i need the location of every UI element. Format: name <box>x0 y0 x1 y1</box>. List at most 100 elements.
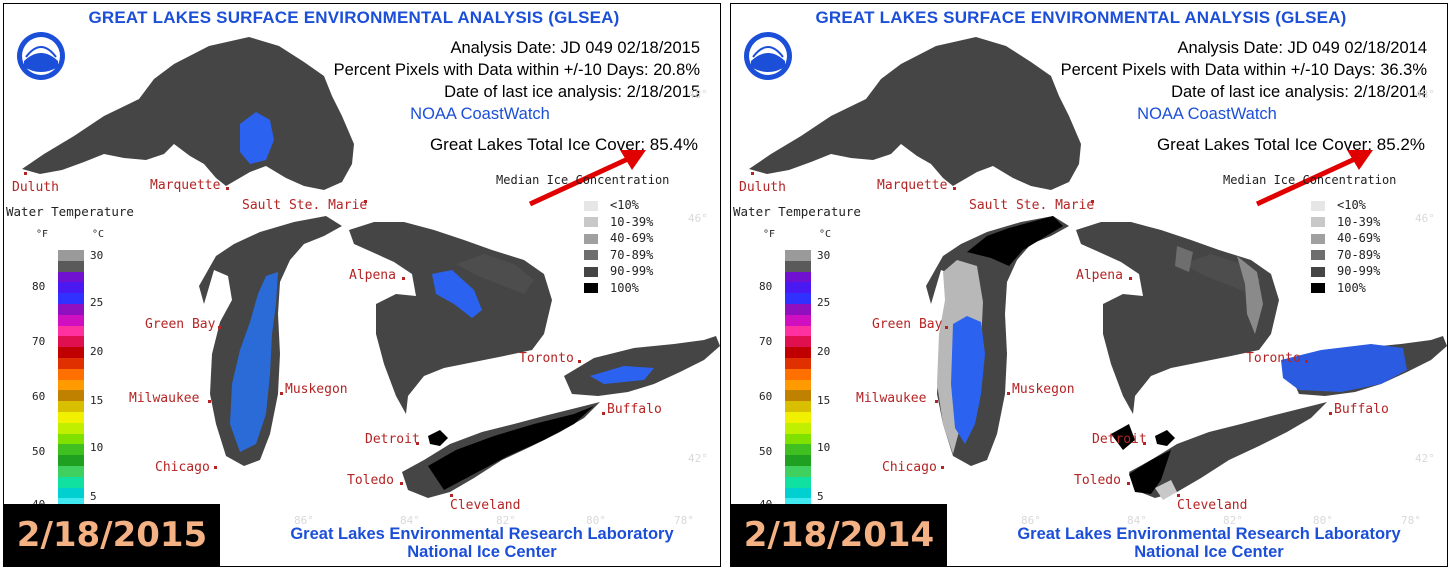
scale-block <box>58 433 84 445</box>
lake-st-clair <box>428 430 448 446</box>
scale-block <box>58 260 84 272</box>
legend-label: 100% <box>610 280 639 295</box>
legend-swatch <box>1311 266 1325 277</box>
scale-block <box>785 314 811 326</box>
legend-row: 100% <box>1311 281 1366 296</box>
grid-label-lat42: 42° <box>1415 452 1435 465</box>
water-temperature-scale <box>785 250 811 510</box>
scale-block <box>785 347 811 358</box>
legend-label: 10-39% <box>1337 214 1381 229</box>
city-markers <box>751 172 1332 497</box>
georgian-bay <box>456 254 534 294</box>
city-label-cleveland: Cleveland <box>1177 498 1248 513</box>
city-label-alpena: Alpena <box>1076 268 1123 283</box>
grid-label-lon86: 86° <box>294 514 314 527</box>
water-temperature-title: Water Temperature <box>733 204 861 219</box>
ice-region-1 <box>240 112 274 164</box>
lake-superior <box>22 37 354 190</box>
tick-c: 5 <box>817 490 824 503</box>
grid-label-lon86: 86° <box>1021 514 1041 527</box>
city-label-sault: Sault Ste. Marie <box>242 198 368 213</box>
ice-region-1 <box>967 216 1063 266</box>
scale-block <box>785 293 811 304</box>
city-label-buffalo: Buffalo <box>1334 402 1389 417</box>
tick-c: 30 <box>817 249 831 262</box>
tick-c: 25 <box>90 296 104 309</box>
analysis-info: Analysis Date: JD 049 02/18/2015 Percent… <box>334 37 700 125</box>
ice-region-8 <box>1175 246 1193 272</box>
city-label-toledo: Toledo <box>347 473 394 488</box>
scale-block <box>58 250 84 261</box>
legend-title: Median Ice Concentration <box>496 173 670 187</box>
tick-f: 70 <box>32 335 46 348</box>
scale-block <box>58 487 84 499</box>
footer-line2: National Ice Center <box>1134 543 1284 561</box>
glsea-map-panel-1: GREAT LAKES SURFACE ENVIRONMENTAL ANALYS… <box>3 3 721 567</box>
legend-row: 90-99% <box>1311 264 1380 279</box>
footer-credits: Great Lakes Environmental Research Labor… <box>989 525 1429 561</box>
tick-f: 50 <box>759 445 773 458</box>
tick-c: 20 <box>817 345 831 358</box>
city-label-buffalo: Buffalo <box>607 402 662 417</box>
city-label-green-bay: Green Bay <box>872 317 943 332</box>
city-label-green-bay: Green Bay <box>145 317 216 332</box>
legend-title: Median Ice Concentration <box>1223 173 1397 187</box>
legend-label: 70-89% <box>1337 247 1381 262</box>
scale-block <box>58 455 84 466</box>
city-label-muskegon: Muskegon <box>1012 382 1075 397</box>
scale-block <box>58 314 84 326</box>
legend-label: <10% <box>610 198 639 212</box>
scale-block <box>785 390 811 402</box>
legend-swatch <box>1311 200 1325 211</box>
legend-row: <10% <box>584 198 639 213</box>
analysis-info: Analysis Date: JD 049 02/18/2014 Percent… <box>1061 37 1427 125</box>
lake-superior <box>749 37 1081 190</box>
footer-line1: Great Lakes Environmental Research Labor… <box>290 525 674 543</box>
scale-block <box>58 444 84 456</box>
footer-line1: Great Lakes Environmental Research Labor… <box>1017 525 1401 543</box>
unit-f: °F <box>763 229 776 240</box>
scale-block <box>58 498 84 510</box>
city-label-detroit: Detroit <box>1092 432 1147 447</box>
legend-label: 10-39% <box>610 214 654 229</box>
grid-label-lon78: 78° <box>674 514 694 527</box>
scale-block <box>785 433 811 445</box>
city-label-milwaukee: Milwaukee <box>856 391 927 406</box>
scale-block <box>785 368 811 380</box>
legend-row: 10-39% <box>584 215 653 230</box>
scale-block <box>785 401 811 412</box>
scale-block <box>58 303 84 315</box>
city-label-detroit: Detroit <box>365 432 420 447</box>
noaa-logo-icon <box>744 32 792 80</box>
noaa-logo-icon <box>17 32 65 80</box>
scale-block <box>58 282 84 294</box>
lake-st-clair <box>1155 430 1175 446</box>
unit-c: °C <box>92 229 105 240</box>
legend-row: 70-89% <box>1311 248 1380 263</box>
legend-row: 40-69% <box>1311 231 1380 246</box>
legend-label: 100% <box>1337 280 1366 295</box>
legend-swatch <box>1311 233 1325 244</box>
great-lakes-map <box>22 37 720 498</box>
water-temperature-scale <box>58 250 84 510</box>
scale-block <box>58 336 84 348</box>
city-label-toronto: Toronto <box>519 351 574 366</box>
scale-block <box>58 411 84 423</box>
legend-row: 100% <box>584 281 639 296</box>
tick-f: 70 <box>759 335 773 348</box>
panel-title: GREAT LAKES SURFACE ENVIRONMENTAL ANALYS… <box>88 8 620 27</box>
scale-block <box>58 368 84 380</box>
city-label-marquette: Marquette <box>877 178 948 193</box>
lake-ontario <box>564 336 720 396</box>
scale-block <box>58 357 84 369</box>
ice-region-7 <box>1155 480 1177 500</box>
tick-c: 15 <box>817 394 831 407</box>
tick-c: 5 <box>90 490 97 503</box>
scale-block <box>58 347 84 358</box>
grid-label-lon84: 84° <box>1127 514 1147 527</box>
scale-block <box>785 422 811 434</box>
unit-f: °F <box>36 229 49 240</box>
georgian-bay <box>1183 254 1261 294</box>
coastwatch-label: NOAA CoastWatch <box>410 105 550 123</box>
tick-f: 60 <box>32 390 46 403</box>
